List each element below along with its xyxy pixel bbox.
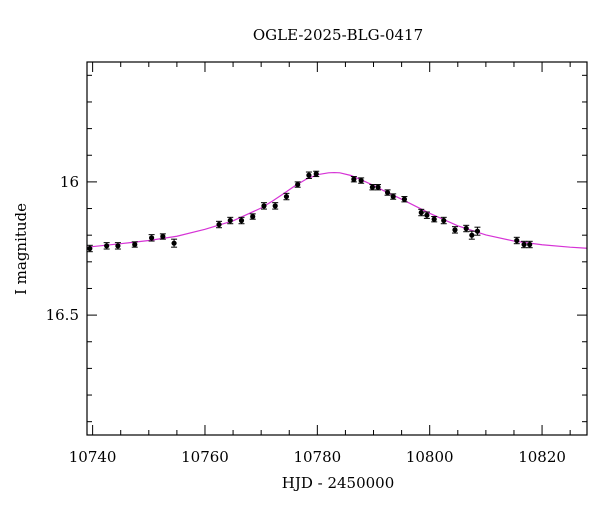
data-points (86, 170, 533, 253)
data-point-marker (283, 193, 290, 200)
data-point-marker (463, 225, 469, 232)
data-point (260, 202, 267, 210)
data-point-marker (115, 243, 121, 249)
data-point (369, 184, 376, 191)
data-point-marker (424, 212, 430, 218)
data-point (216, 220, 223, 229)
data-point (148, 234, 155, 242)
data-point-marker (132, 241, 138, 248)
data-point-marker (452, 227, 458, 233)
data-point (418, 208, 425, 217)
data-point (305, 171, 312, 179)
chart-title: OGLE-2025-BLG-0417 (253, 26, 423, 44)
data-point-marker (149, 235, 155, 241)
data-point-marker (238, 217, 245, 224)
y-axis-label: I magnitude (12, 203, 30, 295)
data-point-marker (171, 240, 177, 246)
data-point (294, 181, 301, 188)
data-point-marker (431, 216, 437, 222)
data-point (238, 216, 245, 225)
data-point-marker (351, 176, 357, 182)
data-point (431, 216, 438, 223)
data-point (401, 196, 408, 203)
data-point (521, 240, 528, 249)
data-point-marker (390, 193, 396, 200)
data-point-marker (369, 184, 375, 190)
data-point-marker (306, 172, 312, 178)
axes (87, 62, 587, 435)
data-point (451, 226, 458, 234)
data-point-marker (216, 221, 222, 228)
data-point-marker (384, 189, 391, 196)
y-tick-label: 16 (60, 173, 79, 191)
data-point-marker (521, 241, 527, 248)
data-point (171, 238, 178, 248)
tick-labels: 10740 10760 10780 10800 10820 16 16.5 (46, 173, 566, 466)
data-point (474, 226, 481, 236)
data-point (313, 170, 320, 178)
data-point-marker (160, 233, 166, 240)
data-point-marker (272, 203, 278, 209)
data-point (468, 230, 475, 240)
data-point (513, 236, 520, 245)
data-point-marker (261, 203, 267, 209)
x-tick-label: 10740 (69, 448, 117, 466)
data-point (86, 244, 93, 253)
data-point-marker (474, 228, 481, 234)
data-point (114, 242, 121, 250)
data-point (384, 189, 391, 196)
data-point (463, 224, 470, 233)
data-point (227, 216, 234, 225)
plot-frame (86, 61, 588, 436)
data-point (423, 211, 430, 219)
data-point-marker (227, 217, 233, 224)
x-tick-label: 10820 (518, 448, 566, 466)
data-point (249, 213, 256, 220)
data-point-marker (87, 245, 93, 252)
data-point-marker (418, 209, 424, 216)
data-point-marker (375, 184, 381, 190)
x-tick-label: 10800 (406, 448, 454, 466)
x-tick-label: 10760 (181, 448, 229, 466)
data-point (358, 177, 365, 184)
data-point (526, 240, 533, 249)
data-point (440, 216, 447, 225)
data-point-marker (358, 177, 364, 184)
data-point (390, 193, 397, 200)
data-point-marker (250, 213, 256, 220)
data-point (350, 176, 357, 183)
data-point-marker (514, 237, 520, 244)
data-point (131, 241, 138, 248)
data-point-marker (295, 181, 301, 188)
data-point-marker (104, 243, 110, 249)
y-tick-label: 16.5 (46, 306, 79, 324)
data-point-marker (469, 232, 475, 238)
data-point (103, 242, 110, 250)
data-point-marker (313, 171, 319, 177)
data-point (375, 184, 382, 191)
data-point (283, 192, 290, 201)
data-point (272, 202, 279, 210)
x-axis-label: HJD - 2450000 (282, 474, 395, 492)
data-point-marker (441, 217, 447, 224)
x-tick-label: 10780 (293, 448, 341, 466)
data-point-marker (527, 241, 533, 248)
data-point (159, 233, 166, 240)
data-point-marker (401, 196, 408, 202)
